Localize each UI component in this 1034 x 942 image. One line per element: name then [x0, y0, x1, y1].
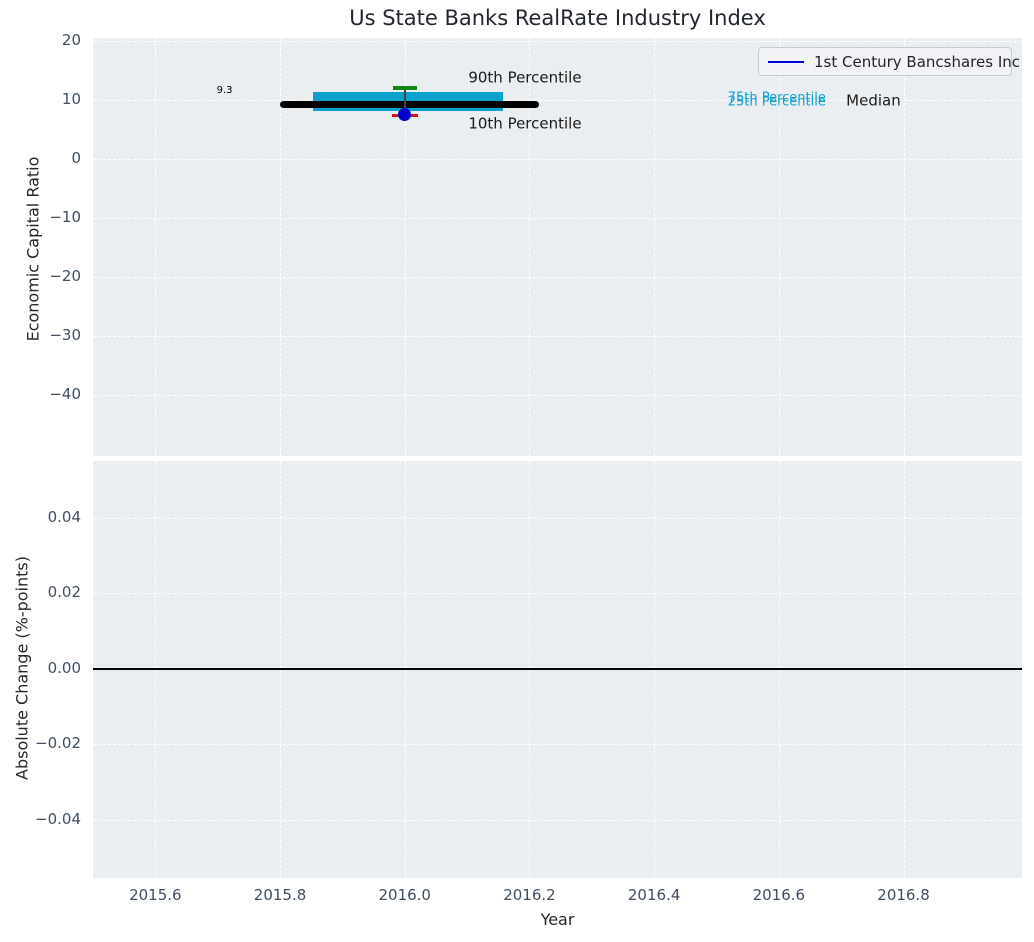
y-tick-label: 10: [61, 89, 81, 108]
zero-line: [93, 667, 1022, 670]
y-gridline: [93, 395, 1022, 397]
x-gridline: [155, 38, 157, 456]
y-tick-label: −20: [49, 267, 81, 286]
annotation-9-3: 9.3: [216, 85, 233, 97]
top-axes-economic-capital-ratio: 9.3 90th Percentile 10th Percentile 75th Pe…: [93, 38, 1022, 456]
y-tick-label: −0.04: [35, 809, 81, 828]
y-gridline: [93, 744, 1022, 746]
y-tick-label: −0.02: [35, 734, 81, 753]
x-gridline: [778, 38, 780, 456]
y-gridline: [93, 277, 1022, 279]
x-tick-label: 2016.6: [752, 886, 806, 904]
y-gridline: [93, 99, 1022, 101]
y-tick-label: −30: [49, 326, 81, 345]
y-tick-label: 20: [61, 30, 81, 49]
y-tick-label: 0.02: [47, 583, 81, 602]
y-gridline: [93, 40, 1022, 42]
annotation-10th-percentile: 10th Percentile: [468, 114, 582, 133]
y-tick-label: 0.04: [47, 507, 81, 526]
y-gridline: [93, 336, 1022, 338]
y-gridline: [93, 218, 1022, 220]
y-gridline: [93, 517, 1022, 519]
y-gridline: [93, 819, 1022, 821]
chart-title: Us State Banks RealRate Industry Index: [349, 6, 766, 30]
y-gridline: [93, 159, 1022, 161]
legend-label: 1st Century Bancshares Inc: [814, 52, 1020, 71]
y-gridline: [93, 593, 1022, 595]
p90-cap: [392, 86, 417, 90]
annotation-75th-percentile: 75th Percentile: [727, 90, 826, 106]
x-tick-label: 2016.0: [378, 886, 431, 904]
x-tick-label: 2016.2: [503, 886, 556, 904]
x-gridline: [903, 38, 905, 456]
x-gridline: [404, 38, 406, 456]
legend: 1st Century Bancshares Inc: [758, 47, 1020, 76]
annotation-median: Median: [846, 91, 901, 110]
bottom-axes-absolute-change: [93, 461, 1022, 878]
x-tick-label: 2015.6: [129, 886, 182, 904]
y-axis-label-top: Economic Capital Ratio: [23, 156, 43, 342]
x-tick-label: 2016.8: [877, 886, 930, 904]
annotation-90th-percentile: 90th Percentile: [468, 68, 582, 87]
company-point: [398, 108, 412, 122]
x-axis-label: Year: [540, 910, 575, 929]
y-tick-label: −40: [49, 385, 81, 404]
whisker-stem: [403, 88, 406, 116]
y-tick-label: 0.00: [47, 658, 81, 677]
x-gridline: [529, 38, 531, 456]
median-line: [280, 100, 539, 108]
x-gridline: [280, 38, 282, 456]
x-gridline: [654, 38, 656, 456]
x-tick-label: 2016.4: [627, 886, 681, 904]
y-tick-label: −10: [49, 208, 81, 227]
y-tick-label: 0: [71, 149, 81, 168]
y-axis-label-bottom: Absolute Change (%-points): [12, 556, 32, 780]
legend-line-swatch: [768, 60, 804, 63]
annotation-25th-percentile: 25th Percentile: [727, 94, 826, 110]
x-tick-label: 2015.8: [253, 886, 307, 904]
